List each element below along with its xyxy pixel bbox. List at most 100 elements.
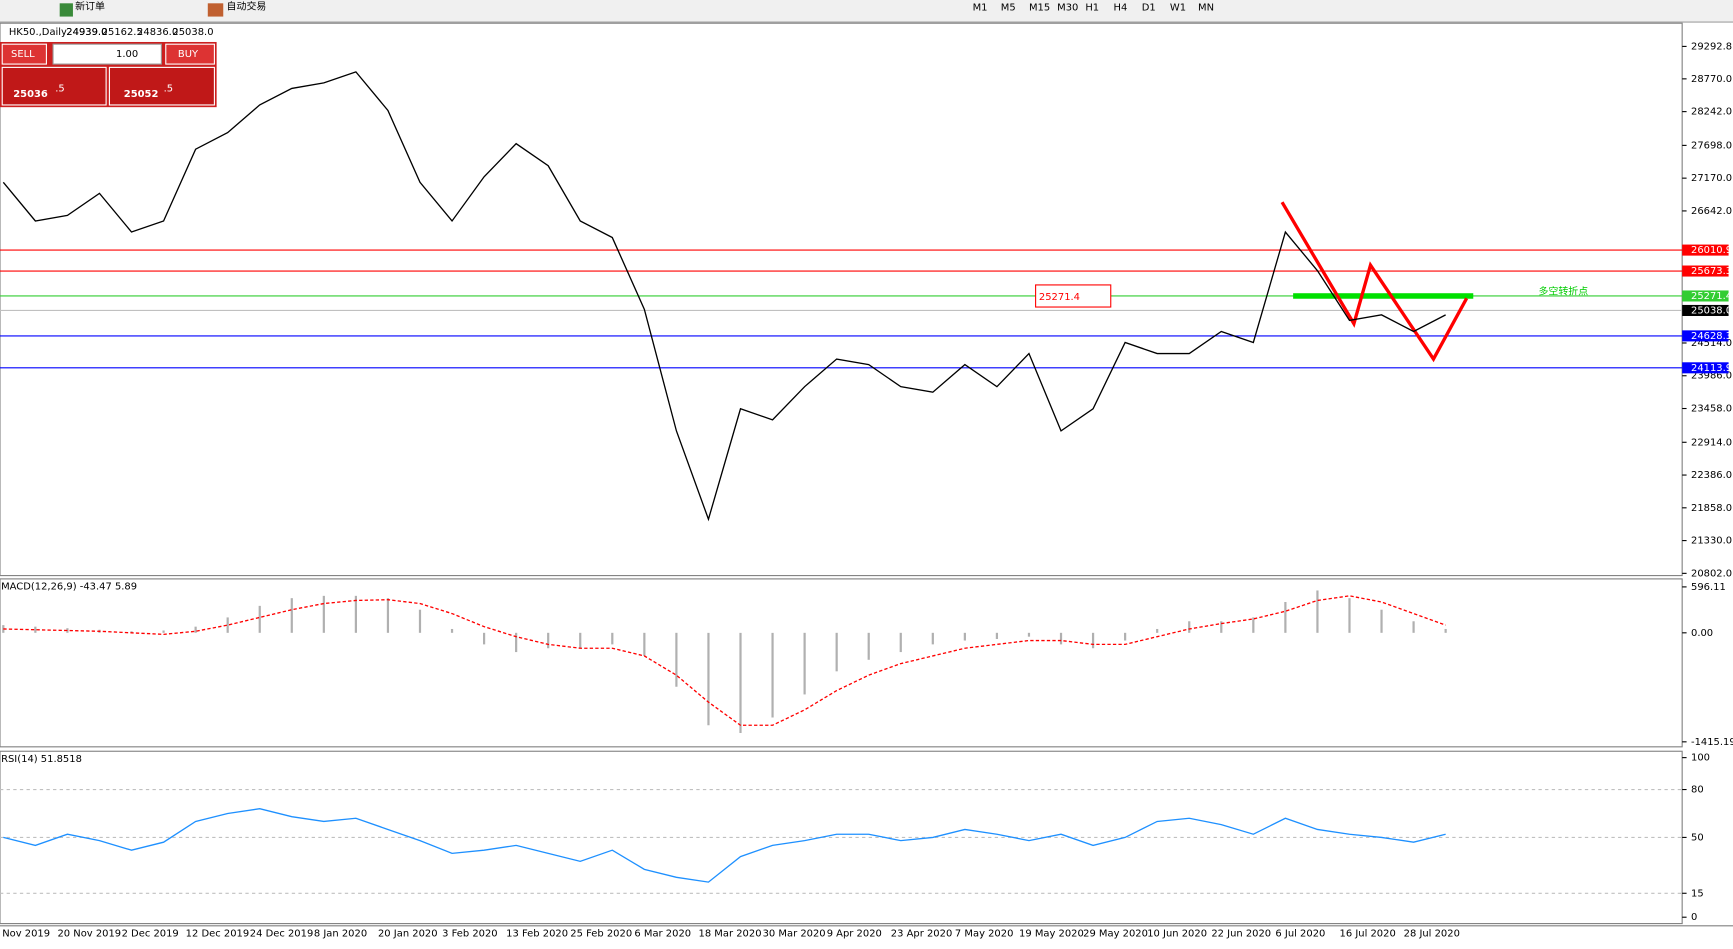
- date-label: 28 Jul 2020: [1404, 929, 1460, 940]
- y-tick-label: 80: [1691, 785, 1704, 796]
- date-label: 22 Jun 2020: [1211, 929, 1271, 940]
- lots-field[interactable]: [52, 43, 162, 65]
- macd-panel: [0, 578, 1683, 748]
- date-label: 16 Jul 2020: [1340, 929, 1396, 940]
- buy-button[interactable]: [165, 43, 215, 65]
- zigzag-arrow: [1280, 201, 1469, 363]
- signal-line: [3, 595, 1446, 726]
- ask-main: 25052: [124, 89, 159, 100]
- quote-value: 24939.0: [66, 27, 107, 38]
- date-label: 19 May 2020: [1019, 929, 1084, 940]
- sell-button[interactable]: [1, 43, 47, 65]
- ask-box[interactable]: [108, 66, 215, 106]
- sell-label: SELL: [11, 49, 35, 60]
- date-label: 7 May 2020: [955, 929, 1013, 940]
- date-label: 8 Jan 2020: [314, 929, 367, 940]
- date-label: 24 Dec 2019: [250, 929, 313, 940]
- new-order-icon[interactable]: [59, 3, 73, 17]
- date-label: 18 Mar 2020: [699, 929, 762, 940]
- timeframe-button[interactable]: M1: [973, 3, 988, 14]
- date-label: 29 May 2020: [1083, 929, 1148, 940]
- y-tick-label: 50: [1691, 832, 1704, 843]
- y-tick-label: 24514.0: [1691, 338, 1732, 349]
- level-label: 25673.3: [1691, 266, 1732, 277]
- y-tick-label: 0.00: [1691, 628, 1713, 639]
- date-label: 20 Nov 2019: [57, 929, 121, 940]
- timeframe-button[interactable]: M5: [1001, 3, 1016, 14]
- level-tag: [1682, 244, 1729, 256]
- level-tag: [1682, 265, 1729, 277]
- date-label: 13 Feb 2020: [506, 929, 568, 940]
- price-line: [2, 71, 1446, 522]
- timeframe-button[interactable]: H4: [1114, 3, 1128, 14]
- timeframe-button[interactable]: D1: [1142, 3, 1156, 14]
- level-tag: [1682, 362, 1729, 374]
- y-tick-label: 22386.0: [1691, 470, 1732, 481]
- rsi-line: [3, 808, 1446, 883]
- lots-value: 1.00: [116, 49, 138, 60]
- y-tick-label: 23458.0: [1691, 404, 1732, 415]
- y-tick-label: 29292.8: [1691, 41, 1732, 52]
- level-tag: [1682, 290, 1729, 302]
- date-label: Nov 2019: [2, 929, 50, 940]
- level-label: 24628.3: [1691, 331, 1732, 342]
- marker-label: 25271.4: [1039, 292, 1080, 303]
- y-tick-label: 21858.0: [1691, 503, 1732, 514]
- pivot-note: 多空转折点: [1538, 285, 1588, 298]
- pivot-zone: [1293, 293, 1474, 299]
- y-tick-label: 26642.0: [1691, 206, 1732, 217]
- y-tick-label: 22914.0: [1691, 437, 1732, 448]
- marker-box: [1035, 284, 1112, 308]
- level-label: 24113.9: [1691, 363, 1732, 374]
- date-label: 10 Jun 2020: [1147, 929, 1207, 940]
- bid-pips: .5: [55, 83, 64, 94]
- timeframe-button[interactable]: M30: [1057, 3, 1078, 14]
- ask-pips: .5: [164, 83, 173, 94]
- panel-title: MACD(12,26,9) -43.47 5.89: [1, 582, 137, 593]
- date-label: 30 Mar 2020: [763, 929, 826, 940]
- date-label: 23 Apr 2020: [891, 929, 952, 940]
- date-label: 12 Dec 2019: [186, 929, 249, 940]
- y-tick-label: 596.11: [1691, 582, 1726, 593]
- bid-box[interactable]: [1, 66, 107, 106]
- timeframe-button[interactable]: MN: [1198, 3, 1214, 14]
- panel-title: RSI(14) 51.8518: [1, 754, 82, 765]
- y-tick-label: 100: [1691, 753, 1710, 764]
- current-price-tag: [1682, 304, 1729, 316]
- main-panel: [0, 22, 1683, 577]
- bid-main: 25036: [13, 89, 48, 100]
- y-tick-label: 21330.0: [1691, 536, 1732, 547]
- quote-value: 25162.5: [102, 27, 143, 38]
- date-label: 20 Jan 2020: [378, 929, 438, 940]
- new-order-button[interactable]: 新订单: [75, 0, 105, 13]
- y-tick-label: 15: [1691, 888, 1704, 899]
- y-tick-label: 20802.0: [1691, 568, 1732, 579]
- panel-title: HK50.,Daily: [9, 27, 67, 38]
- y-tick-label: 0: [1691, 912, 1697, 923]
- level-label: 26010.9: [1691, 245, 1732, 256]
- autotrade-button[interactable]: 自动交易: [227, 0, 267, 13]
- date-label: 25 Feb 2020: [570, 929, 632, 940]
- quote-value: 24836.0: [137, 27, 178, 38]
- level-label: 25271.4: [1691, 291, 1732, 302]
- date-label: 9 Apr 2020: [827, 929, 882, 940]
- y-tick-label: 27170.0: [1691, 173, 1732, 184]
- y-tick-label: 28770.0: [1691, 74, 1732, 85]
- quote-values: 24939.0: [66, 27, 107, 38]
- date-label: 6 Jul 2020: [1275, 929, 1325, 940]
- timeframe-button[interactable]: M15: [1029, 3, 1050, 14]
- quote-value: 25038.0: [172, 27, 213, 38]
- y-tick-label: 28242.0: [1691, 107, 1732, 118]
- autotrade-icon[interactable]: [207, 3, 224, 17]
- timeframe-button[interactable]: W1: [1170, 3, 1186, 14]
- date-label: 2 Dec 2019: [122, 929, 179, 940]
- y-tick-label: -1415.19: [1691, 737, 1733, 748]
- buy-label: BUY: [178, 49, 199, 60]
- timeframe-button[interactable]: H1: [1085, 3, 1099, 14]
- current-price-label: 25038.0: [1691, 305, 1732, 316]
- y-tick-label: 27698.0: [1691, 140, 1732, 151]
- date-label: 6 Mar 2020: [634, 929, 691, 940]
- date-label: 3 Feb 2020: [442, 929, 498, 940]
